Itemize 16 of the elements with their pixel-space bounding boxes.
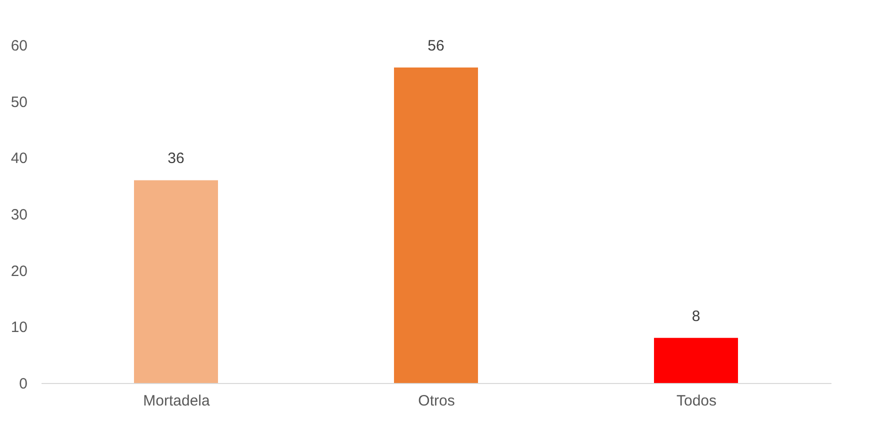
y-tick-label: 40	[10, 150, 28, 168]
y-tick-label: 60	[10, 38, 28, 54]
y-tick-label: 50	[10, 94, 28, 111]
data-label: 56	[428, 38, 444, 55]
bar	[394, 68, 478, 383]
y-tick-label: 0	[19, 376, 28, 392]
y-tick-label: 20	[10, 262, 28, 280]
x-tick-label: Mortadela	[143, 392, 211, 410]
data-label: 8	[692, 308, 700, 325]
x-tick-label: Todos	[676, 392, 717, 410]
data-label: 36	[168, 150, 184, 168]
x-tick-label: Otros	[418, 392, 455, 410]
y-tick-label: 30	[10, 206, 28, 224]
y-tick-label: 10	[10, 319, 28, 336]
bar	[654, 338, 738, 383]
bar	[134, 180, 218, 383]
